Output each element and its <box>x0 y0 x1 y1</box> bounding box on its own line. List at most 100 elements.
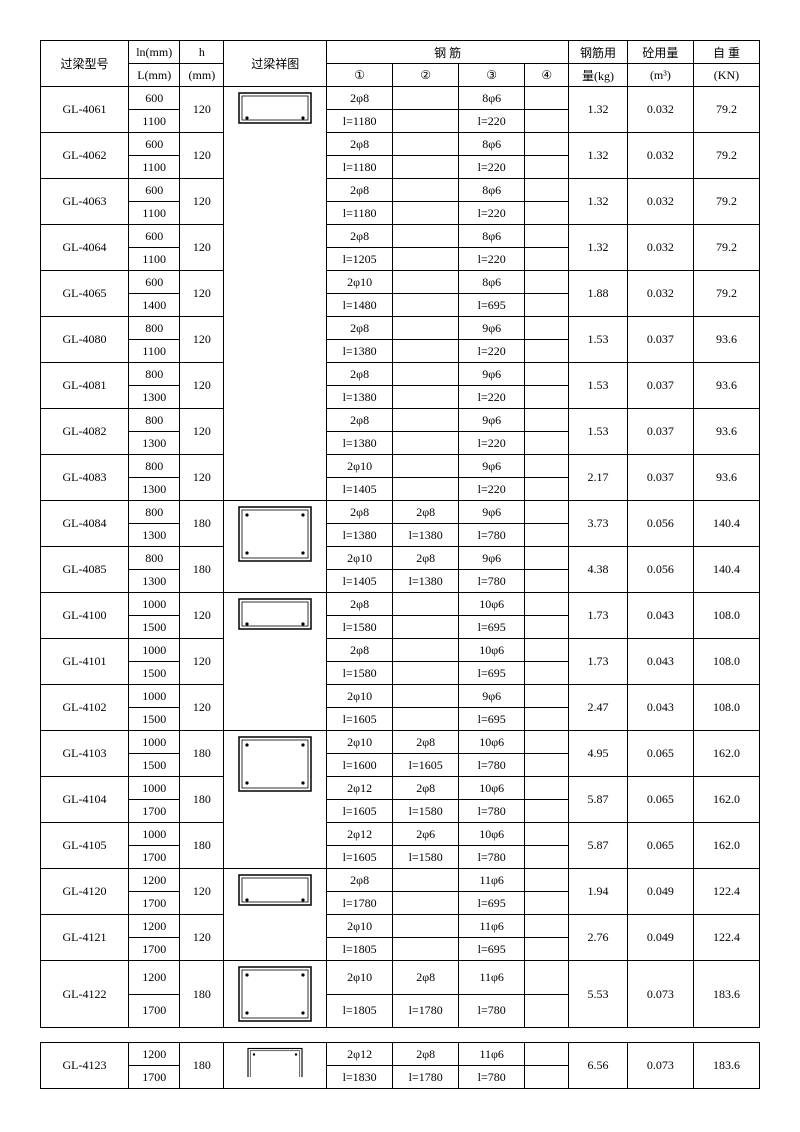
r4a-cell <box>525 455 569 478</box>
r2a-cell <box>393 363 459 386</box>
L-cell: 1300 <box>129 432 180 455</box>
r2b-cell: l=1780 <box>393 1066 459 1089</box>
r4a-cell <box>525 869 569 892</box>
model-cell: GL-4083 <box>41 455 129 501</box>
main-table: 过梁型号 ln(mm) h 过梁祥图 钢 筋 钢筋用 砼用量 自 重 L(mm)… <box>40 40 760 1028</box>
table-row: GL-4082 800 120 2φ8 9φ6 1.53 0.037 93.6 <box>41 409 760 432</box>
h-cell: 120 <box>180 363 224 409</box>
r1b-cell: l=1180 <box>327 202 393 225</box>
r1b-cell: l=1180 <box>327 110 393 133</box>
r3a-cell: 11φ6 <box>459 915 525 938</box>
r4b-cell <box>525 432 569 455</box>
r1a-cell: 2φ10 <box>327 271 393 294</box>
beam-diagram-tall <box>235 965 315 1023</box>
m3-cell: 0.037 <box>627 409 693 455</box>
r4a-cell <box>525 271 569 294</box>
r2b-cell <box>393 156 459 179</box>
r4b-cell <box>525 1066 569 1089</box>
r2a-cell <box>393 409 459 432</box>
ln-cell: 1000 <box>129 593 180 616</box>
kn-cell: 79.2 <box>693 179 759 225</box>
r1b-cell: l=1605 <box>327 846 393 869</box>
kn-cell: 79.2 <box>693 133 759 179</box>
ln-cell: 800 <box>129 409 180 432</box>
r3b-cell: l=780 <box>459 1066 525 1089</box>
h-cell: 180 <box>180 1043 224 1089</box>
r2b-cell: l=1580 <box>393 846 459 869</box>
r3b-cell: l=220 <box>459 478 525 501</box>
L-cell: 1300 <box>129 386 180 409</box>
r3b-cell: l=695 <box>459 938 525 961</box>
m3-cell: 0.032 <box>627 179 693 225</box>
L-cell: 1500 <box>129 662 180 685</box>
m3-cell: 0.043 <box>627 593 693 639</box>
kg-cell: 2.47 <box>569 685 628 731</box>
r2a-cell: 2φ8 <box>393 777 459 800</box>
table-row: GL-4122 1200 180 2φ10 2φ8 11φ6 5.53 0.07… <box>41 961 760 995</box>
model-cell: GL-4084 <box>41 501 129 547</box>
kg-cell: 1.53 <box>569 363 628 409</box>
r4a-cell <box>525 317 569 340</box>
ln-cell: 600 <box>129 133 180 156</box>
r1b-cell: l=1380 <box>327 524 393 547</box>
m3-cell: 0.073 <box>627 1043 693 1089</box>
kg-cell: 5.53 <box>569 961 628 1028</box>
model-cell: GL-4080 <box>41 317 129 363</box>
r4a-cell <box>525 547 569 570</box>
model-cell: GL-4123 <box>41 1043 129 1089</box>
L-cell: 1300 <box>129 524 180 547</box>
diagram-cell <box>224 1043 327 1089</box>
L-cell: 1300 <box>129 570 180 593</box>
model-cell: GL-4103 <box>41 731 129 777</box>
r1b-cell: l=1380 <box>327 386 393 409</box>
ln-cell: 1200 <box>129 869 180 892</box>
r4b-cell <box>525 892 569 915</box>
table-row: GL-4121 1200 120 2φ10 11φ6 2.76 0.049 12… <box>41 915 760 938</box>
header-c1: ① <box>327 64 393 87</box>
r2b-cell <box>393 662 459 685</box>
r3a-cell: 9φ6 <box>459 363 525 386</box>
kn-cell: 140.4 <box>693 501 759 547</box>
h-cell: 180 <box>180 777 224 823</box>
L-cell: 1400 <box>129 294 180 317</box>
r4a-cell <box>525 363 569 386</box>
r1a-cell: 2φ10 <box>327 455 393 478</box>
r3a-cell: 10φ6 <box>459 777 525 800</box>
r1a-cell: 2φ8 <box>327 363 393 386</box>
m3-cell: 0.032 <box>627 133 693 179</box>
kn-cell: 93.6 <box>693 317 759 363</box>
table-row: GL-4080 800 120 2φ8 9φ6 1.53 0.037 93.6 <box>41 317 760 340</box>
r4b-cell <box>525 754 569 777</box>
r4a-cell <box>525 639 569 662</box>
r2b-cell: l=1605 <box>393 754 459 777</box>
ln-cell: 1200 <box>129 1043 180 1066</box>
r2a-cell <box>393 593 459 616</box>
r4a-cell <box>525 777 569 800</box>
L-cell: 1100 <box>129 248 180 271</box>
kg-cell: 5.87 <box>569 777 628 823</box>
r3b-cell: l=695 <box>459 616 525 639</box>
r2b-cell <box>393 202 459 225</box>
r4a-cell <box>525 225 569 248</box>
ln-cell: 800 <box>129 317 180 340</box>
r4b-cell <box>525 616 569 639</box>
r3a-cell: 10φ6 <box>459 823 525 846</box>
m3-cell: 0.037 <box>627 363 693 409</box>
header-model: 过梁型号 <box>41 41 129 87</box>
r1a-cell: 2φ8 <box>327 179 393 202</box>
ln-cell: 600 <box>129 225 180 248</box>
kg-cell: 6.56 <box>569 1043 628 1089</box>
diagram-cell <box>224 87 327 501</box>
model-cell: GL-4065 <box>41 271 129 317</box>
r4b-cell <box>525 994 569 1028</box>
h-cell: 120 <box>180 317 224 363</box>
ln-cell: 600 <box>129 271 180 294</box>
kn-cell: 108.0 <box>693 593 759 639</box>
kg-cell: 1.73 <box>569 593 628 639</box>
ln-cell: 1200 <box>129 915 180 938</box>
model-cell: GL-4100 <box>41 593 129 639</box>
m3-cell: 0.043 <box>627 685 693 731</box>
kn-cell: 93.6 <box>693 363 759 409</box>
kn-cell: 162.0 <box>693 731 759 777</box>
r2a-cell <box>393 225 459 248</box>
